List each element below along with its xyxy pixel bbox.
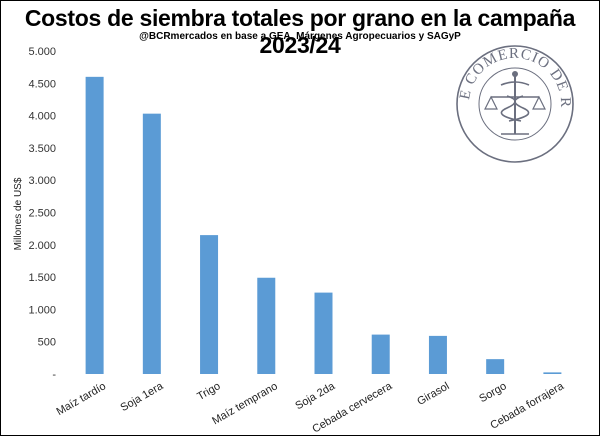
x-tick-label: Maíz tardío [54,380,108,418]
x-tick-label: Soja 1era [119,380,167,414]
y-tick-label: - [52,369,56,381]
bar [142,113,161,375]
bar [543,372,562,374]
y-tick-label: 5.000 [28,46,56,58]
y-tick-label: 2.500 [28,208,56,220]
bar [314,292,333,374]
bar [200,235,219,374]
y-tick-label: 2.000 [28,240,56,252]
bar [371,334,390,374]
y-axis-title: Millones de US$ [13,177,24,250]
y-axis-title-group: Millones de US$ [13,177,24,250]
chart-subtitle: @BCRmercados en base a GEA, Márgenes Agr… [139,31,461,42]
x-tick-label: Soja 2da [293,380,337,413]
bars [85,76,562,375]
x-tick-label: Maíz temprano [210,380,280,427]
bar [428,335,447,374]
y-tick-label: 4.500 [28,78,56,90]
y-tick-label: 500 [38,337,56,349]
y-tick-label: 3.000 [28,175,56,187]
y-tick-label: 4.000 [28,111,56,123]
y-axis-ticks: - 500 1.000 1.500 2.000 2.500 3.000 3.500 4.000 4… [28,46,56,381]
y-tick-label: 3.500 [28,143,56,155]
y-tick-label: 1.000 [28,304,56,316]
x-tick-label: Trigo [195,380,222,403]
bar [486,359,505,374]
y-tick-label: 1.500 [28,272,56,284]
bar [257,277,276,374]
bar [85,76,104,374]
x-tick-label: Sorgo [477,380,508,405]
chart-title: Costos de siembra totales por grano en l… [24,5,576,58]
x-tick-label: Girasol [415,380,451,408]
